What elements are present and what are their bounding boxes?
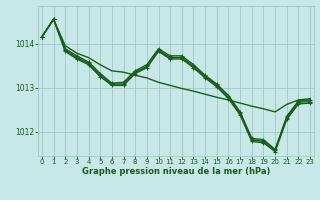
X-axis label: Graphe pression niveau de la mer (hPa): Graphe pression niveau de la mer (hPa) <box>82 167 270 176</box>
